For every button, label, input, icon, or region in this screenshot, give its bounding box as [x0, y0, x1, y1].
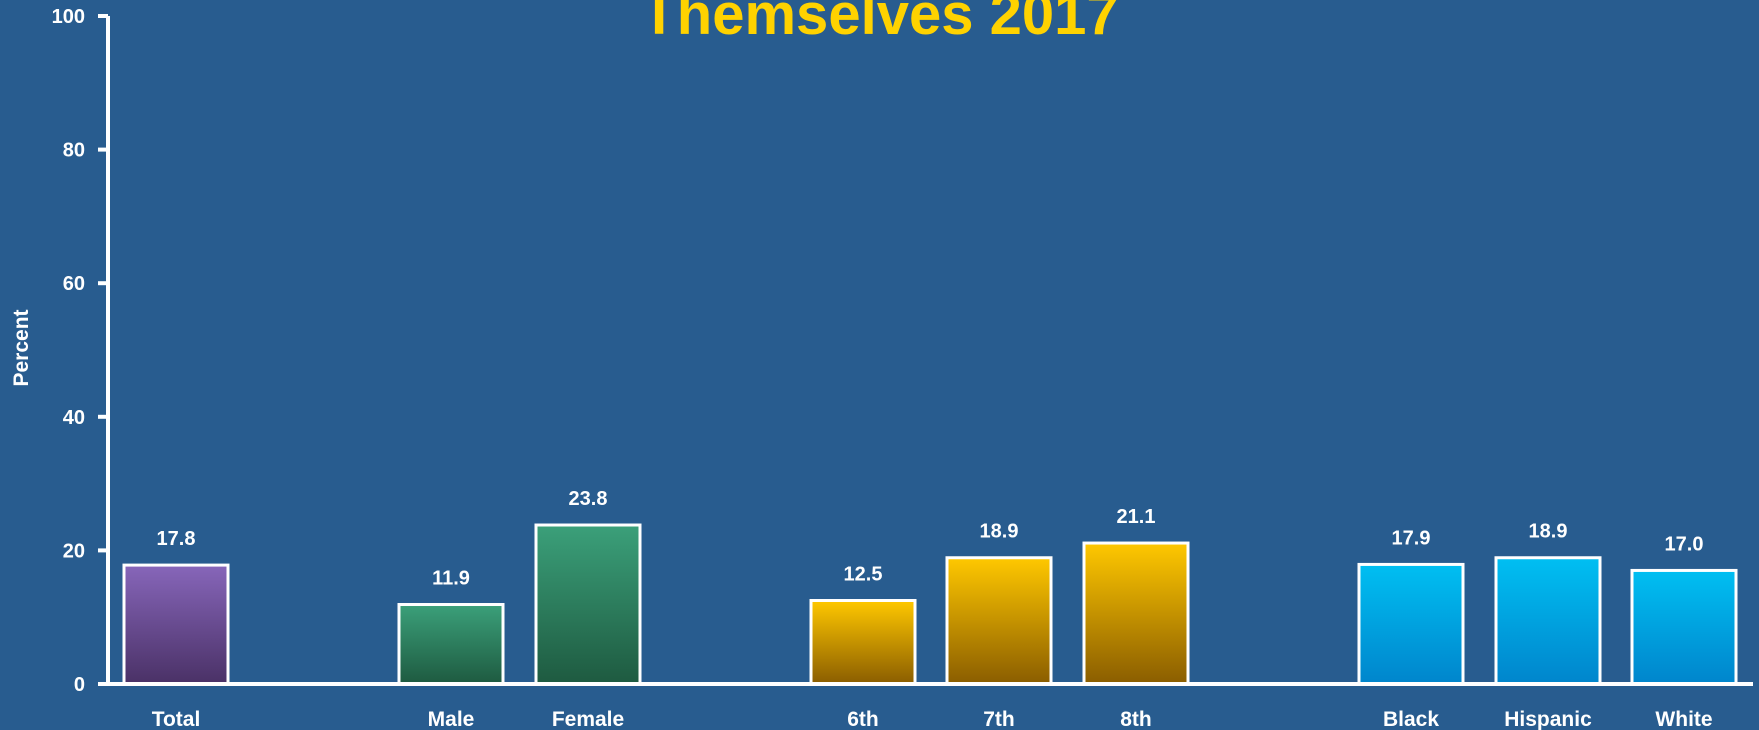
value-label-black: 17.9	[1392, 527, 1431, 549]
y-tick-label: 100	[52, 6, 85, 28]
category-label-hispanic: Hispanic	[1504, 708, 1592, 730]
category-label-white: White	[1655, 708, 1712, 730]
value-label-white: 17.0	[1665, 533, 1704, 555]
y-tick-label: 20	[63, 540, 85, 562]
category-label-black: Black	[1383, 708, 1439, 730]
bar-black	[1357, 562, 1465, 686]
category-label-8th: 8th	[1120, 708, 1152, 730]
bar-6th	[809, 599, 917, 686]
value-label-total: 17.8	[157, 528, 196, 550]
y-tick-label: 40	[63, 407, 85, 429]
value-label-male: 11.9	[432, 568, 470, 590]
category-label-female: Female	[552, 708, 624, 730]
bar-total	[122, 563, 230, 686]
value-label-hispanic: 18.9	[1529, 521, 1568, 543]
y-tick-label: 0	[74, 674, 85, 696]
category-label-male: Male	[428, 708, 475, 730]
value-labels-layer: 17.8 11.9 23.8 12.5 18.9 21.1 17.9 18.9 17.0	[157, 488, 1704, 589]
value-label-female: 23.8	[569, 488, 608, 510]
y-tick-label: 60	[63, 273, 85, 295]
value-label-8th: 21.1	[1117, 506, 1156, 528]
chart-title: Themselves 2017	[641, 0, 1118, 47]
y-axis-ticks: 0 20 40 60 80 100	[52, 6, 108, 696]
bar-female	[534, 523, 642, 686]
y-tick-label: 80	[63, 140, 85, 162]
bars-layer	[122, 523, 1738, 686]
category-label-total: Total	[152, 708, 201, 730]
category-label-7th: 7th	[983, 708, 1015, 730]
value-label-6th: 12.5	[844, 564, 883, 586]
bar-hispanic	[1494, 556, 1602, 686]
bar-7th	[945, 556, 1053, 686]
bar-white	[1630, 568, 1738, 686]
category-labels-layer: Total Male Female 6th 7th 8th Black Hispanic Whi…	[152, 708, 1713, 730]
bar-8th	[1082, 541, 1190, 686]
value-label-7th: 18.9	[980, 521, 1019, 543]
bar-male	[397, 603, 505, 686]
y-axis-label: Percent	[10, 309, 33, 386]
category-label-6th: 6th	[847, 708, 879, 730]
